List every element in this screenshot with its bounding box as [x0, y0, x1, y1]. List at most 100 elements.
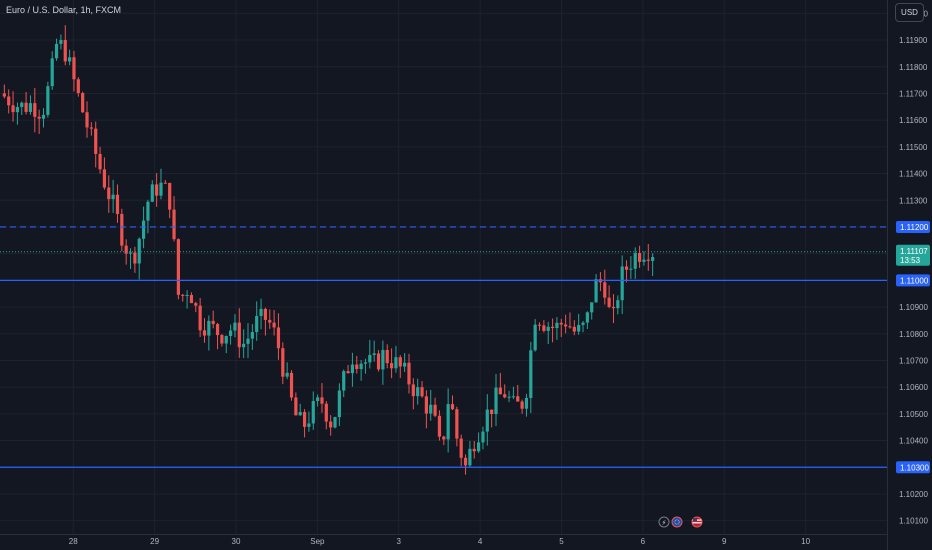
candle-body — [137, 238, 141, 264]
candle-body — [529, 350, 533, 398]
time-tick-label: 10 — [801, 537, 810, 546]
candle-body — [281, 348, 285, 377]
candle-body — [420, 387, 424, 397]
candle-body — [516, 396, 520, 402]
candle-body — [111, 194, 115, 200]
candle-body — [524, 397, 529, 409]
candle-body — [37, 116, 41, 119]
candle-body — [342, 371, 346, 391]
price-axis[interactable]: 1.10100 1.10200 1.10300 1.10400 1.10500 1.106… — [899, 9, 928, 525]
candle-body — [102, 169, 107, 188]
candle-body — [603, 282, 607, 298]
candle-body — [146, 201, 150, 221]
candle-body — [294, 397, 298, 416]
eu-flag-event-icon[interactable] — [671, 516, 683, 528]
price-tick-label: 1.11300 — [899, 196, 928, 205]
candle-body — [98, 153, 102, 170]
candle-body — [263, 308, 268, 320]
candle-body — [289, 372, 294, 398]
candle-body — [498, 387, 502, 395]
candle-body — [490, 409, 494, 414]
candle-body — [124, 245, 128, 254]
candle-body — [72, 57, 76, 80]
candle-body — [507, 396, 511, 398]
candle-body — [350, 364, 355, 374]
price-tick-label: 1.10800 — [899, 330, 928, 339]
candle-body — [276, 327, 281, 349]
candle-body — [433, 404, 437, 416]
candle-body — [446, 404, 450, 440]
time-tick-label: 5 — [559, 537, 564, 546]
candle-body — [115, 194, 120, 214]
us-flag-event-icon[interactable] — [691, 516, 703, 528]
candle-body — [385, 349, 389, 364]
candle-body — [89, 127, 93, 129]
candle-body — [150, 184, 154, 202]
candle-body — [359, 363, 363, 370]
price-tick-label: 1.10200 — [899, 490, 928, 499]
candle-body — [298, 412, 302, 416]
candle-body — [211, 320, 215, 325]
candle-body — [607, 297, 611, 307]
candle-body — [20, 102, 24, 108]
time-tick-label: 9 — [722, 537, 727, 546]
price-tick-label: 1.11600 — [899, 116, 928, 125]
time-tick-label: 30 — [232, 537, 241, 546]
price-tick-label: 1.11400 — [899, 170, 928, 179]
candle-body — [455, 409, 459, 439]
candle-body — [355, 364, 359, 370]
event-icons[interactable]: ⚡ — [658, 516, 703, 528]
time-tick-label: 28 — [69, 537, 78, 546]
candle-body — [133, 252, 137, 264]
candle-body — [120, 213, 124, 246]
candle-body — [324, 403, 328, 422]
candle-body — [224, 335, 228, 344]
dividend-event-icon[interactable]: ⚡ — [658, 516, 670, 528]
price-tick-label: 1.11800 — [899, 63, 928, 72]
candle-body — [372, 353, 376, 356]
candle-body — [46, 86, 50, 115]
candle-body — [651, 257, 655, 261]
candle-body — [63, 40, 67, 62]
candle-body — [346, 371, 350, 374]
price-tick-label: 1.10400 — [899, 437, 928, 446]
candle-body — [41, 114, 46, 119]
candle-body — [407, 362, 411, 385]
candle-body — [555, 322, 559, 329]
candle-body — [316, 397, 320, 402]
candle-body — [259, 308, 263, 316]
candle-body — [398, 357, 402, 367]
symbol-title[interactable]: Euro / U.S. Dollar, 1h, FXCM — [6, 5, 122, 15]
candle-body — [2, 93, 6, 97]
candle-body — [128, 252, 133, 254]
candle-body — [481, 431, 485, 443]
level-tag — [896, 274, 930, 287]
candle-body — [228, 330, 233, 336]
candle-body — [141, 220, 146, 239]
level-tag — [896, 220, 930, 233]
last-price-tag — [896, 244, 930, 266]
candle-body — [429, 404, 433, 414]
candle-body — [633, 252, 637, 269]
level-tag-label: 1.11200 — [900, 223, 929, 232]
candle-body — [168, 183, 172, 210]
candle-body — [329, 421, 333, 428]
candle-body — [585, 312, 589, 323]
time-tick-label: 4 — [478, 537, 483, 546]
candle-body — [24, 102, 28, 112]
candle-body — [564, 324, 568, 327]
candle-body — [268, 319, 272, 323]
candle-body — [363, 362, 368, 364]
candle-body — [7, 96, 11, 106]
candle-body — [81, 93, 85, 113]
candle-body — [185, 294, 189, 296]
candle-body — [637, 252, 642, 262]
currency-button[interactable]: USD — [895, 3, 924, 22]
candle-body — [172, 209, 176, 240]
price-tick-label: 1.10700 — [899, 356, 928, 365]
time-axis[interactable]: 28 29 30 Sep 3 4 5 6 9 10 — [69, 537, 811, 546]
candle-body — [272, 322, 276, 328]
candle-body — [642, 259, 646, 262]
